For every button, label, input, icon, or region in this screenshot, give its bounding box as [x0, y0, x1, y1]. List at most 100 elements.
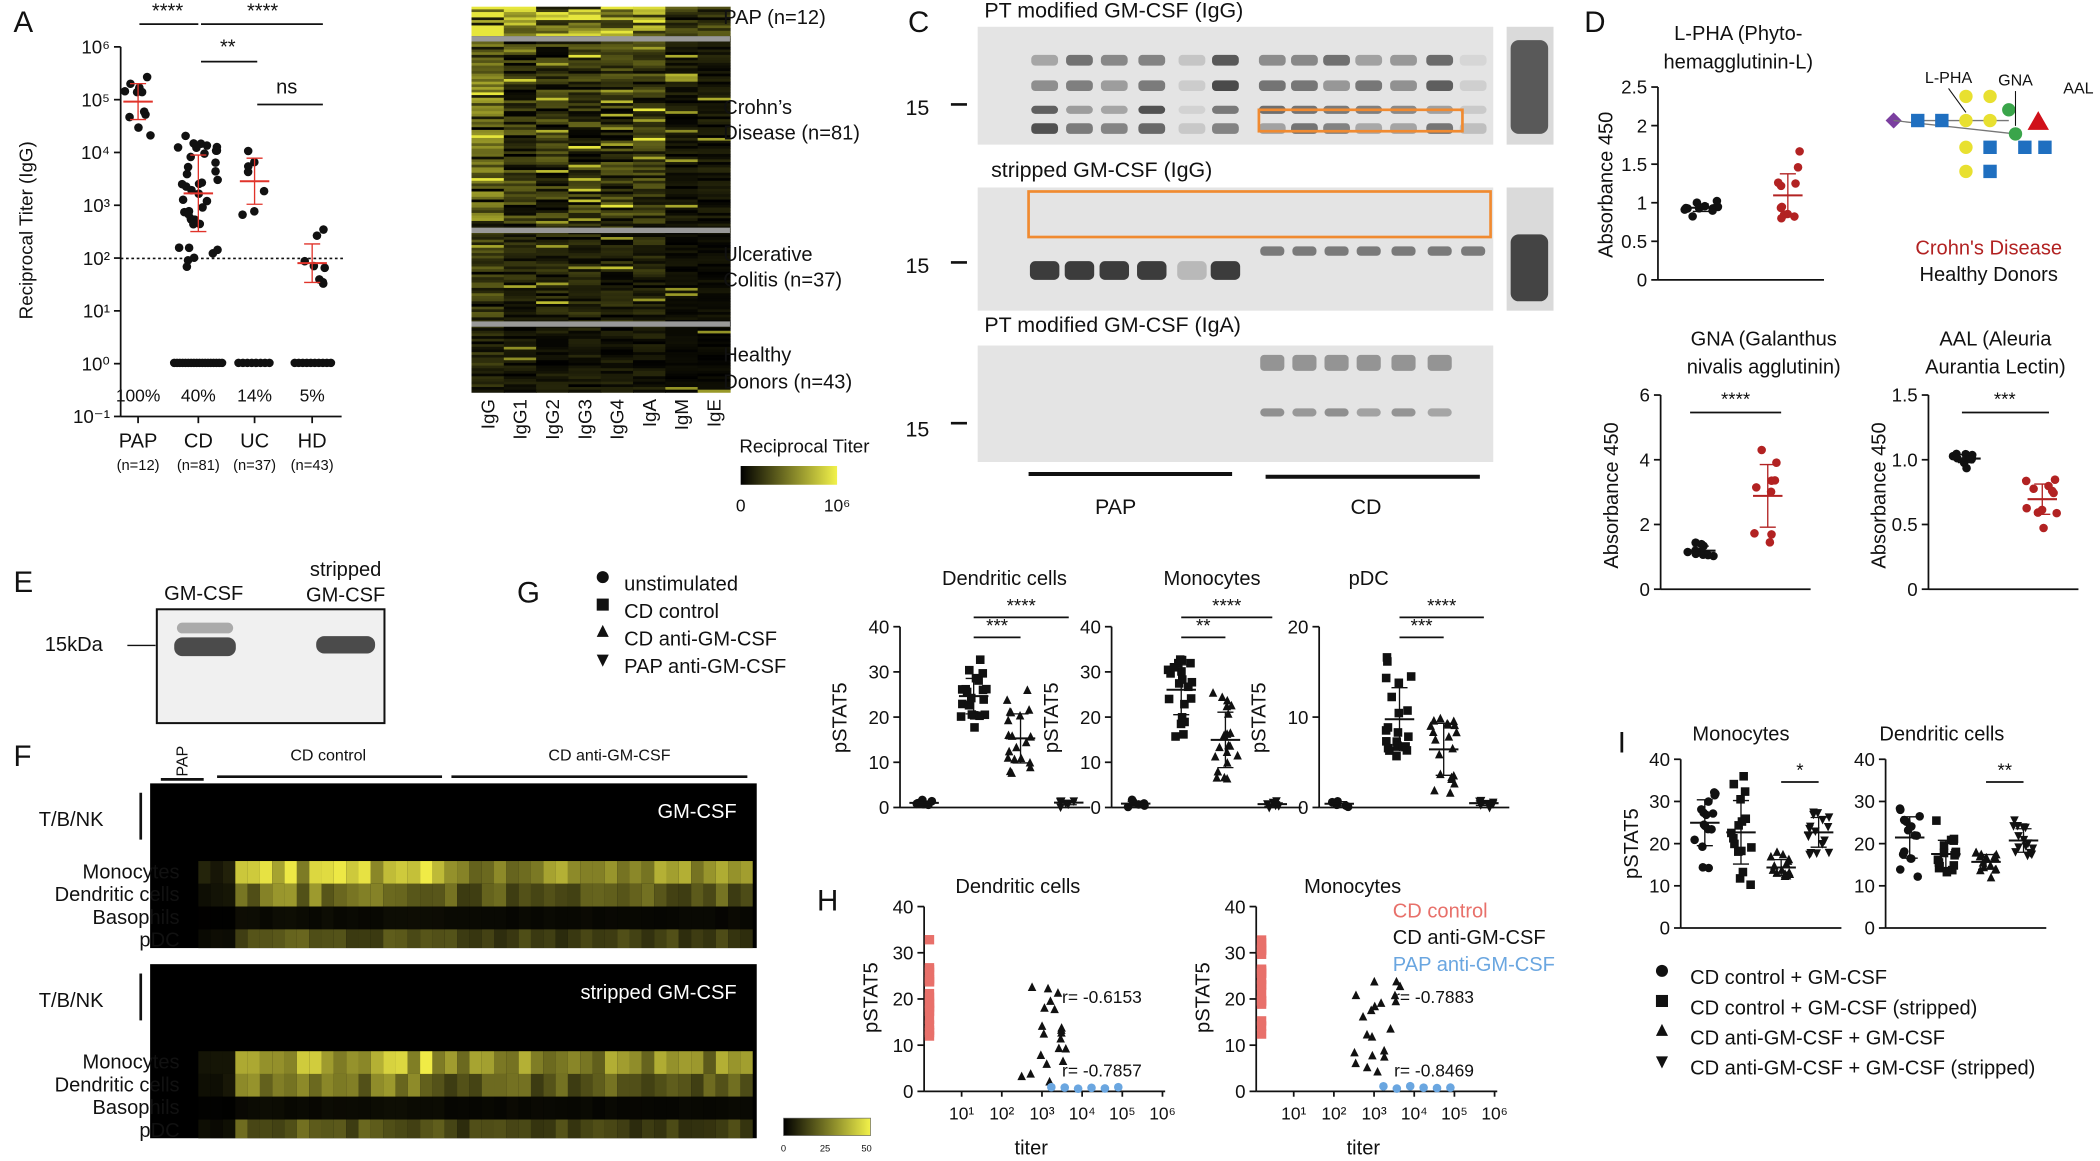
- heat-cell: [506, 861, 519, 884]
- point: [1698, 863, 1708, 872]
- point: [1795, 147, 1804, 156]
- group-label: Ulcerative: [723, 244, 812, 266]
- point: [1027, 982, 1037, 991]
- heat-cell: [568, 263, 602, 267]
- heat-cell: [503, 180, 537, 184]
- heat-cell: [222, 1073, 236, 1097]
- heat-cell: [697, 274, 731, 278]
- heat-cell: [503, 6, 537, 10]
- heat-cell: [665, 378, 699, 383]
- heat-cell: [665, 129, 699, 133]
- heat-cell: [633, 44, 667, 48]
- heat-cell: [697, 293, 731, 297]
- y-tick-label: 10²: [83, 248, 110, 269]
- heat-cell: [536, 57, 570, 61]
- heat-cell: [568, 162, 602, 166]
- heat-cell: [536, 207, 570, 211]
- heat-cell: [697, 57, 731, 61]
- heat-cell: [740, 1051, 753, 1074]
- heat-cell: [536, 218, 570, 222]
- heat-cell: [471, 357, 505, 361]
- heat-cell: [471, 162, 505, 166]
- heat-cell: [665, 271, 699, 275]
- heat-cell: [568, 354, 602, 358]
- heat-cell: [471, 368, 505, 372]
- heat-cell: [633, 12, 667, 16]
- heat-cell: [536, 12, 570, 16]
- panel-letter: F: [14, 740, 32, 773]
- point: [1012, 742, 1021, 752]
- heat-cell: [600, 336, 634, 340]
- heat-cell: [592, 1051, 605, 1074]
- heat-cell: [284, 929, 297, 949]
- heat-cell: [665, 290, 699, 294]
- heat-cell: [503, 338, 537, 342]
- point: [2052, 508, 2061, 518]
- point: [1256, 974, 1267, 985]
- heat-cell: [665, 303, 699, 308]
- point: [1976, 865, 1985, 875]
- glycan-square: [2038, 140, 2052, 154]
- y-tick-label: 10¹: [83, 301, 110, 322]
- heat-cell: [536, 9, 570, 13]
- heat-cell: [633, 95, 667, 99]
- heat-cell: [503, 129, 537, 133]
- heat-cell: [697, 30, 731, 34]
- heat-cell: [235, 883, 248, 907]
- heat-cell: [222, 1051, 236, 1074]
- heat-cell: [629, 906, 642, 930]
- point: [1393, 741, 1402, 750]
- point: [1729, 833, 1738, 843]
- heat-cell: [633, 333, 667, 337]
- heat-cell: [198, 861, 211, 884]
- heat-cell: [503, 373, 537, 377]
- y-tick-label: 1: [1637, 192, 1647, 213]
- point: [1025, 757, 1035, 767]
- heat-cell: [600, 215, 634, 219]
- point: [186, 152, 195, 162]
- heat-cell: [503, 354, 537, 358]
- heat-cell: [665, 344, 699, 348]
- row-label: T/B/NK: [39, 809, 104, 831]
- heat-cell: [600, 22, 634, 26]
- heat-cell: [346, 906, 359, 930]
- point: [178, 195, 188, 205]
- point: [1024, 705, 1034, 714]
- heat-cell: [697, 172, 731, 176]
- heat-cell: [503, 84, 537, 88]
- heat-cell: [665, 33, 699, 37]
- heat-cell: [259, 1096, 273, 1120]
- heat-cell: [284, 861, 297, 884]
- point: [1768, 865, 1778, 874]
- heat-cell: [600, 285, 634, 289]
- heat-cell: [697, 84, 731, 88]
- heat-cell: [665, 151, 699, 155]
- heat-cell: [536, 242, 570, 246]
- heat-cell: [503, 76, 537, 80]
- heat-cell: [568, 269, 602, 273]
- y-tick-label: 10⁵: [81, 89, 110, 110]
- heat-cell: [536, 124, 570, 128]
- y-tick-label: 20: [893, 989, 914, 1010]
- row-label: Dendritic cells: [55, 884, 180, 906]
- heat-cell: [665, 22, 699, 26]
- heat-cell: [665, 306, 699, 310]
- heat-cell: [633, 376, 667, 380]
- heat-cell: [728, 1119, 741, 1139]
- heat-cell: [665, 234, 699, 238]
- point: [1358, 1011, 1368, 1021]
- heat-cell: [665, 153, 699, 158]
- heat-cell: [536, 287, 570, 291]
- heat-cell: [665, 170, 699, 174]
- heat-cell: [691, 1096, 704, 1120]
- heat-cell: [665, 325, 699, 329]
- heat-cell: [333, 1073, 347, 1097]
- heat-cell: [568, 196, 602, 200]
- correlation-label: r= -0.8469: [1394, 1061, 1474, 1081]
- heat-cell: [536, 70, 570, 75]
- heat-cell: [530, 1096, 544, 1120]
- heat-cell: [471, 46, 505, 50]
- band: [1355, 80, 1383, 92]
- heat-cell: [503, 368, 537, 372]
- heat-cell: [665, 111, 699, 115]
